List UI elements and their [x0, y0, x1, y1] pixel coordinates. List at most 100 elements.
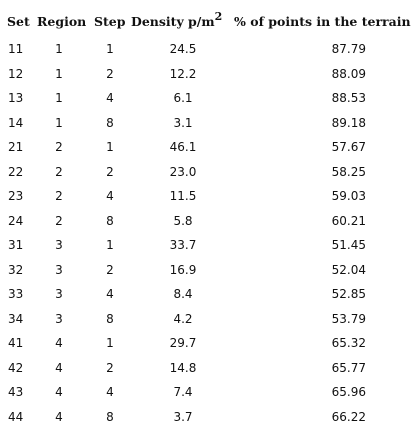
cell-region: 2	[55, 213, 63, 228]
cell-density: 23.0	[169, 164, 197, 179]
cell-step: 4	[106, 91, 114, 106]
cell-density: 11.5	[169, 189, 197, 204]
table-row: 12 1 2 12.2 88.09	[0, 62, 414, 87]
table-row: 43 4 4 7.4 65.96	[0, 380, 414, 405]
header-density: Density p/m2	[130, 5, 230, 37]
cell-percent-terrain: 51.45	[331, 238, 366, 253]
cell-percent-terrain: 65.77	[331, 360, 366, 375]
cell-step: 4	[106, 189, 114, 204]
cell-percent-terrain: 65.96	[331, 385, 366, 400]
cell-percent-terrain: 52.85	[331, 287, 366, 302]
cell-density: 8.4	[173, 287, 193, 302]
cell-region: 3	[55, 287, 63, 302]
table-header: Set Region Step Density p/m2 % of points…	[0, 5, 414, 37]
header-percent-terrain: % of points in the terrain	[234, 13, 411, 29]
cell-set: 23	[8, 189, 24, 204]
cell-percent-terrain: 88.09	[331, 66, 366, 81]
header-density-label: Density p/m	[131, 13, 215, 29]
table-row: 32 3 2 16.9 52.04	[0, 258, 414, 283]
header-set: Set	[7, 13, 30, 29]
table-row: 21 2 1 46.1 57.67	[0, 135, 414, 160]
header-row: Set Region Step Density p/m2 % of points…	[0, 5, 414, 37]
cell-region: 1	[55, 115, 63, 130]
cell-step: 1	[106, 140, 114, 155]
cell-step: 8	[106, 311, 114, 326]
cell-region: 4	[55, 360, 63, 375]
cell-set: 33	[8, 287, 24, 302]
cell-set: 22	[8, 164, 24, 179]
cell-region: 2	[55, 140, 63, 155]
cell-percent-terrain: 57.67	[331, 140, 366, 155]
cell-percent-terrain: 59.03	[331, 189, 366, 204]
cell-step: 4	[106, 287, 114, 302]
table-row: 34 3 8 4.2 53.79	[0, 307, 414, 332]
cell-set: 11	[8, 42, 24, 57]
cell-step: 1	[106, 42, 114, 57]
cell-step: 1	[106, 238, 114, 253]
cell-region: 4	[55, 409, 63, 424]
cell-percent-terrain: 88.53	[331, 91, 366, 106]
table-row: 24 2 8 5.8 60.21	[0, 209, 414, 234]
cell-region: 1	[55, 91, 63, 106]
table-row: 33 3 4 8.4 52.85	[0, 282, 414, 307]
cell-region: 2	[55, 189, 63, 204]
cell-density: 12.2	[169, 66, 197, 81]
cell-set: 42	[8, 360, 24, 375]
cell-set: 24	[8, 213, 24, 228]
cell-step: 4	[106, 385, 114, 400]
cell-percent-terrain: 60.21	[331, 213, 366, 228]
table-row: 31 3 1 33.7 51.45	[0, 233, 414, 258]
table-row: 23 2 4 11.5 59.03	[0, 184, 414, 209]
table-row: 14 1 8 3.1 89.18	[0, 111, 414, 136]
cell-density: 4.2	[173, 311, 193, 326]
cell-density: 6.1	[173, 91, 193, 106]
data-table: Set Region Step Density p/m2 % of points…	[0, 5, 414, 429]
cell-density: 3.1	[173, 115, 193, 130]
cell-percent-terrain: 65.32	[331, 336, 366, 351]
header-density-superscript: 2	[214, 9, 223, 23]
cell-set: 14	[8, 115, 24, 130]
cell-set: 12	[8, 66, 24, 81]
table-row: 44 4 8 3.7 66.22	[0, 405, 414, 430]
cell-percent-terrain: 53.79	[331, 311, 366, 326]
cell-percent-terrain: 58.25	[331, 164, 366, 179]
cell-percent-terrain: 89.18	[331, 115, 366, 130]
cell-step: 8	[106, 213, 114, 228]
cell-region: 4	[55, 336, 63, 351]
cell-step: 2	[106, 164, 114, 179]
cell-density: 24.5	[169, 42, 197, 57]
cell-set: 41	[8, 336, 24, 351]
cell-set: 31	[8, 238, 24, 253]
cell-density: 46.1	[169, 140, 197, 155]
table-body: 11 1 1 24.5 87.79 12 1 2 12.2 88.09 13 1 4 6.1 88.53 14…	[0, 37, 414, 429]
table-row: 41 4 1 29.7 65.32	[0, 331, 414, 356]
cell-set: 34	[8, 311, 24, 326]
cell-region: 4	[55, 385, 63, 400]
cell-step: 1	[106, 336, 114, 351]
table-row: 42 4 2 14.8 65.77	[0, 356, 414, 381]
header-region: Region	[37, 13, 87, 29]
cell-region: 2	[55, 164, 63, 179]
cell-density: 7.4	[173, 385, 193, 400]
cell-step: 8	[106, 409, 114, 424]
cell-region: 1	[55, 42, 63, 57]
cell-set: 32	[8, 262, 24, 277]
cell-percent-terrain: 52.04	[331, 262, 366, 277]
header-step: Step	[94, 13, 126, 29]
cell-density: 29.7	[169, 336, 197, 351]
cell-step: 2	[106, 360, 114, 375]
cell-density: 16.9	[169, 262, 197, 277]
cell-density: 3.7	[173, 409, 193, 424]
cell-density: 33.7	[169, 238, 197, 253]
cell-region: 3	[55, 262, 63, 277]
cell-set: 43	[8, 385, 24, 400]
cell-density: 5.8	[173, 213, 193, 228]
cell-region: 3	[55, 238, 63, 253]
cell-density: 14.8	[169, 360, 197, 375]
cell-set: 44	[8, 409, 24, 424]
table-row: 22 2 2 23.0 58.25	[0, 160, 414, 185]
cell-region: 1	[55, 66, 63, 81]
cell-step: 2	[106, 66, 114, 81]
table-row: 11 1 1 24.5 87.79	[0, 37, 414, 62]
cell-step: 8	[106, 115, 114, 130]
